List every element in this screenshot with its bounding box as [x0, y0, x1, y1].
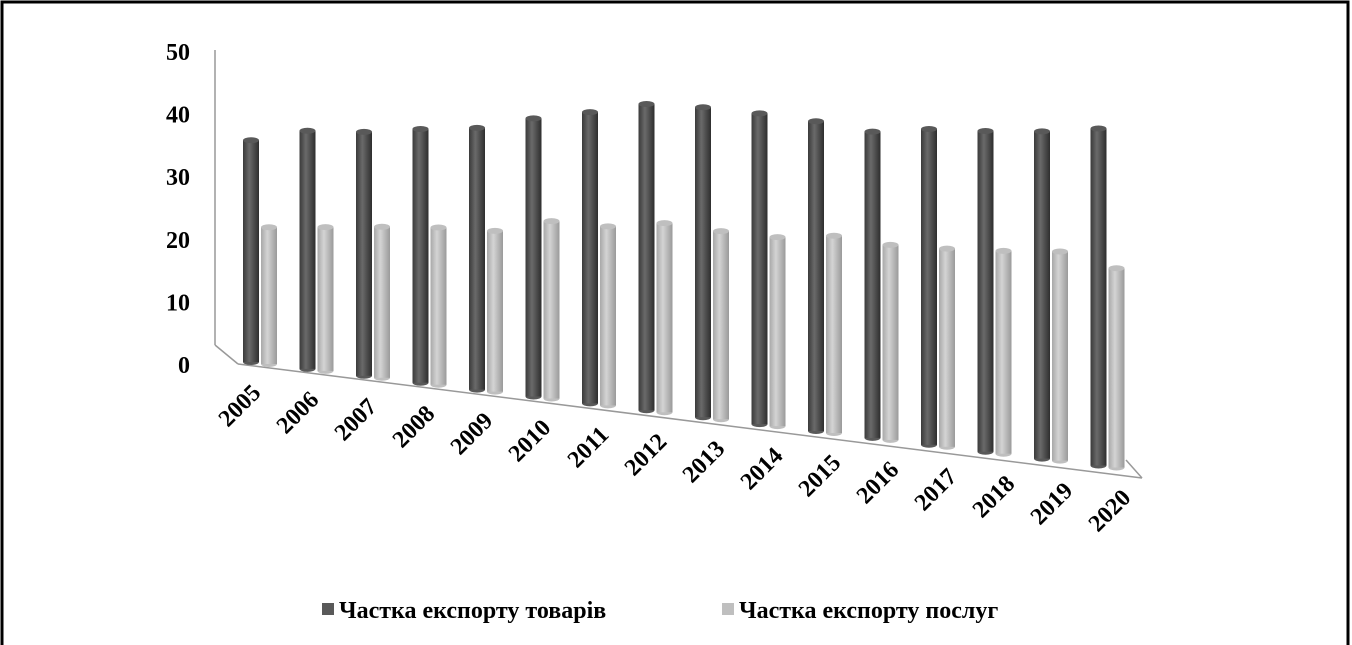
bar-top	[356, 128, 372, 135]
bar	[977, 131, 994, 452]
bar	[1052, 251, 1068, 461]
legend-swatch	[722, 603, 734, 615]
bar-top	[469, 124, 485, 131]
bar	[1034, 131, 1050, 459]
bar	[882, 244, 899, 440]
bar-top	[430, 224, 447, 231]
legend-label: Частка експорту послуг	[739, 598, 998, 624]
bar	[939, 248, 955, 447]
bar-top	[656, 220, 673, 227]
bar-top	[487, 227, 503, 234]
bar-top	[317, 224, 334, 231]
x-tick-label: 2011	[563, 422, 614, 473]
bar-top	[1034, 128, 1050, 135]
x-tick-label: 2008	[388, 401, 440, 453]
bar-top	[882, 241, 899, 248]
x-tick-label: 2013	[678, 436, 730, 488]
x-tick-label: 2014	[736, 443, 788, 495]
legend-swatch	[322, 603, 334, 615]
bar	[469, 127, 485, 390]
bar	[656, 223, 673, 413]
bar	[543, 221, 560, 399]
bar-top	[543, 218, 560, 225]
bar	[695, 107, 711, 418]
bar-top	[374, 223, 390, 230]
bar-top	[864, 128, 881, 135]
x-tick-label: 2010	[504, 415, 556, 467]
bar	[582, 112, 598, 404]
bar-top	[582, 109, 598, 116]
bar	[921, 129, 937, 445]
x-tick-label: 2020	[1084, 485, 1136, 537]
bar	[299, 130, 316, 369]
bar-top	[1090, 125, 1107, 132]
bar-top	[638, 100, 655, 107]
x-tick-label: 2015	[794, 450, 846, 502]
bar	[995, 250, 1012, 454]
axes-box	[214, 50, 1143, 479]
bar	[430, 227, 447, 385]
x-tick-label: 2019	[1026, 478, 1078, 530]
x-tick-label: 2007	[330, 394, 382, 446]
bar	[317, 227, 334, 371]
bar-top	[826, 232, 842, 239]
bar	[412, 128, 429, 383]
x-tick-label: 2017	[910, 464, 962, 516]
bar	[356, 131, 372, 376]
bar-top	[939, 245, 955, 252]
y-tick-label: 20	[166, 228, 190, 254]
bar	[525, 118, 542, 397]
bar-top	[412, 125, 429, 132]
x-tick-label: 2006	[272, 387, 324, 439]
bar-top	[751, 110, 768, 117]
bar	[826, 235, 842, 433]
bar-top	[261, 224, 277, 231]
y-tick-label: 0	[178, 353, 190, 379]
bar-top	[695, 104, 711, 111]
legend-label: Частка експорту товарів	[339, 598, 606, 624]
bar-top	[1052, 248, 1068, 255]
bar-top	[921, 126, 937, 133]
bar-top	[600, 223, 616, 230]
bar-top	[525, 115, 542, 122]
x-tick-label: 2016	[852, 457, 904, 509]
bar-top	[713, 228, 729, 235]
x-tick-label: 2009	[446, 408, 498, 460]
bar	[751, 113, 768, 425]
bar-top	[243, 137, 259, 144]
bar	[487, 230, 503, 392]
bar-top	[808, 118, 824, 125]
bar	[638, 103, 655, 411]
bar-top	[299, 127, 316, 134]
bar-top	[769, 234, 786, 241]
bar	[261, 227, 277, 364]
bar	[769, 237, 786, 427]
bar-top	[1108, 265, 1125, 272]
x-tick-label: 2005	[214, 380, 266, 432]
bar	[600, 226, 616, 406]
bar	[808, 121, 824, 431]
y-tick-label: 30	[166, 165, 190, 191]
bar	[374, 226, 390, 378]
y-tick-label: 10	[166, 290, 190, 316]
x-tick-label: 2018	[968, 471, 1020, 523]
bar	[713, 231, 729, 420]
bar-top	[977, 128, 994, 135]
y-tick-label: 50	[166, 40, 190, 66]
x-tick-label: 2012	[620, 429, 672, 481]
bar	[1090, 128, 1107, 466]
y-tick-label: 40	[166, 103, 190, 129]
bar-top	[995, 247, 1012, 254]
bar	[864, 131, 881, 438]
bar	[1108, 268, 1125, 468]
bar	[243, 140, 259, 362]
